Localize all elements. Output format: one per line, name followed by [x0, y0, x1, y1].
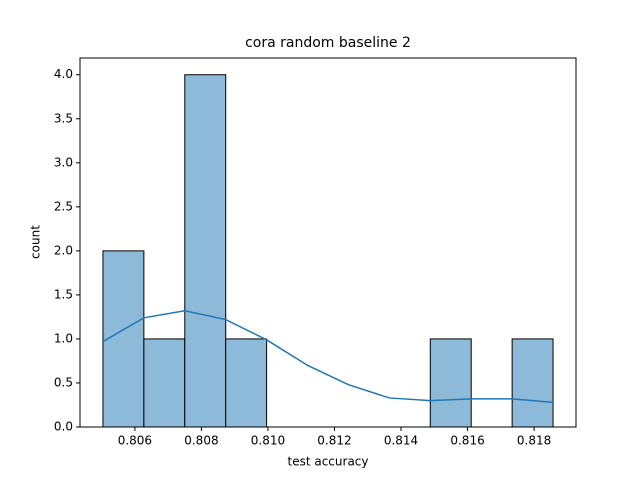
- y-tick-label: 1.5: [54, 287, 73, 301]
- y-tick-label: 2.0: [54, 243, 73, 257]
- x-axis-label: test accuracy: [288, 455, 369, 469]
- y-tick-label: 0.5: [54, 375, 73, 389]
- y-tick-label: 3.0: [54, 155, 73, 169]
- x-tick-label: 0.816: [450, 434, 484, 448]
- bar: [511, 338, 554, 428]
- y-tick-label: 2.5: [54, 199, 73, 213]
- kde-line: [102, 309, 554, 404]
- x-tick-label: 0.810: [251, 434, 285, 448]
- bar: [429, 338, 472, 428]
- bar: [143, 338, 186, 428]
- y-tick-label: 1.0: [54, 331, 73, 345]
- y-tick-label: 0.0: [54, 420, 73, 434]
- x-tick-label: 0.818: [517, 434, 551, 448]
- x-tick-label: 0.808: [184, 434, 218, 448]
- y-tick-label: 4.0: [54, 67, 73, 81]
- chart-title: cora random baseline 2: [245, 35, 411, 51]
- bar: [225, 338, 268, 428]
- y-axis-label: count: [29, 225, 43, 259]
- x-tick-label: 0.812: [317, 434, 351, 448]
- x-tick-label: 0.814: [384, 434, 418, 448]
- bar: [184, 74, 227, 428]
- x-tick-label: 0.806: [118, 434, 152, 448]
- bar: [102, 250, 145, 428]
- plot-frame: [79, 57, 577, 428]
- y-tick-label: 3.5: [54, 111, 73, 125]
